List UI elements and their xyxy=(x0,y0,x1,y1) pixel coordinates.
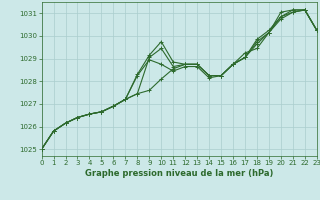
X-axis label: Graphe pression niveau de la mer (hPa): Graphe pression niveau de la mer (hPa) xyxy=(85,169,273,178)
